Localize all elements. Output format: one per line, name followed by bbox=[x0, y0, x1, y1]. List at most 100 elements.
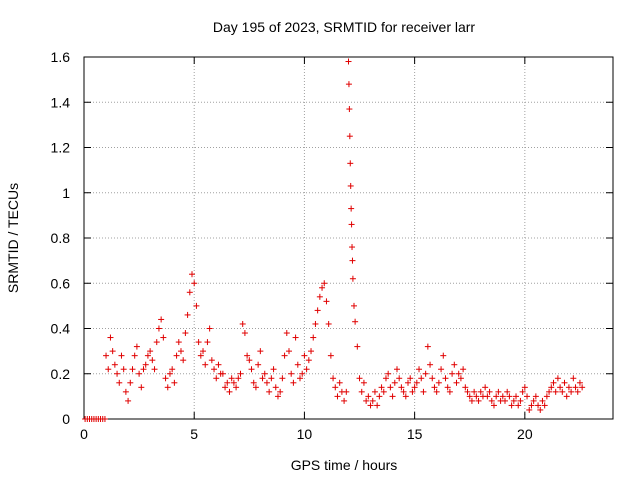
data-point bbox=[285, 348, 292, 355]
data-point bbox=[175, 339, 182, 346]
data-point bbox=[348, 205, 355, 212]
data-point bbox=[162, 375, 169, 382]
data-point bbox=[136, 370, 143, 377]
data-point bbox=[166, 370, 173, 377]
data-point bbox=[151, 366, 158, 373]
data-point bbox=[147, 348, 154, 355]
data-point bbox=[466, 393, 473, 400]
data-point bbox=[506, 393, 513, 400]
data-point bbox=[316, 293, 323, 300]
data-point bbox=[484, 393, 491, 400]
data-point bbox=[405, 379, 412, 386]
data-point bbox=[279, 375, 286, 382]
data-point bbox=[332, 384, 339, 391]
y-tick-label: 0.8 bbox=[51, 230, 71, 246]
data-point bbox=[334, 393, 341, 400]
data-point bbox=[173, 352, 180, 359]
data-point bbox=[133, 343, 140, 350]
data-point bbox=[352, 318, 359, 325]
data-point bbox=[376, 393, 383, 400]
data-point bbox=[539, 397, 546, 404]
data-point bbox=[292, 334, 299, 341]
data-point bbox=[125, 397, 132, 404]
data-point bbox=[107, 334, 114, 341]
data-point bbox=[559, 388, 566, 395]
data-point bbox=[486, 388, 493, 395]
data-point bbox=[371, 388, 378, 395]
data-point bbox=[120, 366, 127, 373]
data-point bbox=[248, 366, 255, 373]
y-tick-label: 1.2 bbox=[51, 140, 71, 156]
data-point bbox=[576, 379, 583, 386]
data-point bbox=[142, 361, 149, 368]
data-point bbox=[202, 361, 209, 368]
data-point bbox=[389, 393, 396, 400]
data-point bbox=[349, 257, 356, 264]
data-point bbox=[281, 352, 288, 359]
data-point bbox=[347, 182, 354, 189]
data-point bbox=[554, 375, 561, 382]
data-point bbox=[101, 416, 108, 422]
x-tick-label: 20 bbox=[517, 426, 533, 442]
data-point bbox=[160, 334, 167, 341]
data-point bbox=[416, 366, 423, 373]
data-point bbox=[510, 397, 517, 404]
y-axis-label: SRMTID / TECUs bbox=[5, 183, 21, 293]
data-point bbox=[189, 271, 196, 278]
data-point bbox=[341, 397, 348, 404]
data-point bbox=[358, 388, 365, 395]
data-point bbox=[347, 160, 354, 167]
data-point bbox=[274, 393, 281, 400]
data-point bbox=[111, 361, 118, 368]
data-point bbox=[259, 375, 266, 382]
data-point bbox=[557, 384, 564, 391]
axis-ticks: 0 5 10 15 20 0 0.2 0.4 0.6 0.8 1 1.2 1.4 1.6 bbox=[51, 49, 613, 442]
data-point bbox=[349, 275, 356, 282]
data-point bbox=[241, 330, 248, 337]
data-point bbox=[246, 357, 253, 364]
data-point bbox=[252, 384, 259, 391]
y-tick-label: 1.4 bbox=[51, 94, 71, 110]
data-point bbox=[204, 339, 211, 346]
data-point bbox=[550, 379, 557, 386]
data-point bbox=[374, 402, 381, 409]
data-point bbox=[122, 388, 129, 395]
data-point bbox=[508, 402, 515, 409]
data-point bbox=[504, 388, 511, 395]
data-point bbox=[138, 384, 145, 391]
data-point bbox=[471, 388, 478, 395]
data-point bbox=[314, 307, 321, 314]
x-axis-label: GPS time / hours bbox=[291, 457, 398, 473]
data-point bbox=[191, 280, 198, 287]
data-point bbox=[382, 375, 389, 382]
data-point bbox=[114, 370, 121, 377]
data-point bbox=[579, 384, 586, 391]
data-point bbox=[351, 302, 358, 309]
data-point bbox=[449, 370, 456, 377]
data-point bbox=[548, 384, 555, 391]
data-point bbox=[325, 320, 332, 327]
data-point bbox=[171, 379, 178, 386]
data-point bbox=[180, 357, 187, 364]
chart-title: Day 195 of 2023, SRMTID for receiver lar… bbox=[213, 19, 476, 35]
data-point bbox=[477, 388, 484, 395]
y-tick-label: 1.6 bbox=[51, 49, 71, 65]
data-point bbox=[462, 384, 469, 391]
data-point bbox=[230, 379, 237, 386]
data-point bbox=[460, 366, 467, 373]
data-point bbox=[109, 348, 116, 355]
data-point bbox=[393, 366, 400, 373]
data-point bbox=[283, 330, 290, 337]
data-point bbox=[301, 352, 308, 359]
data-point bbox=[290, 379, 297, 386]
data-point bbox=[435, 379, 442, 386]
data-point bbox=[526, 406, 533, 413]
data-point bbox=[464, 388, 471, 395]
x-tick-label: 10 bbox=[297, 426, 313, 442]
data-point bbox=[513, 393, 520, 400]
data-point bbox=[103, 352, 110, 359]
data-point bbox=[532, 393, 539, 400]
data-point bbox=[365, 393, 372, 400]
data-point bbox=[297, 375, 304, 382]
data-point bbox=[144, 352, 151, 359]
